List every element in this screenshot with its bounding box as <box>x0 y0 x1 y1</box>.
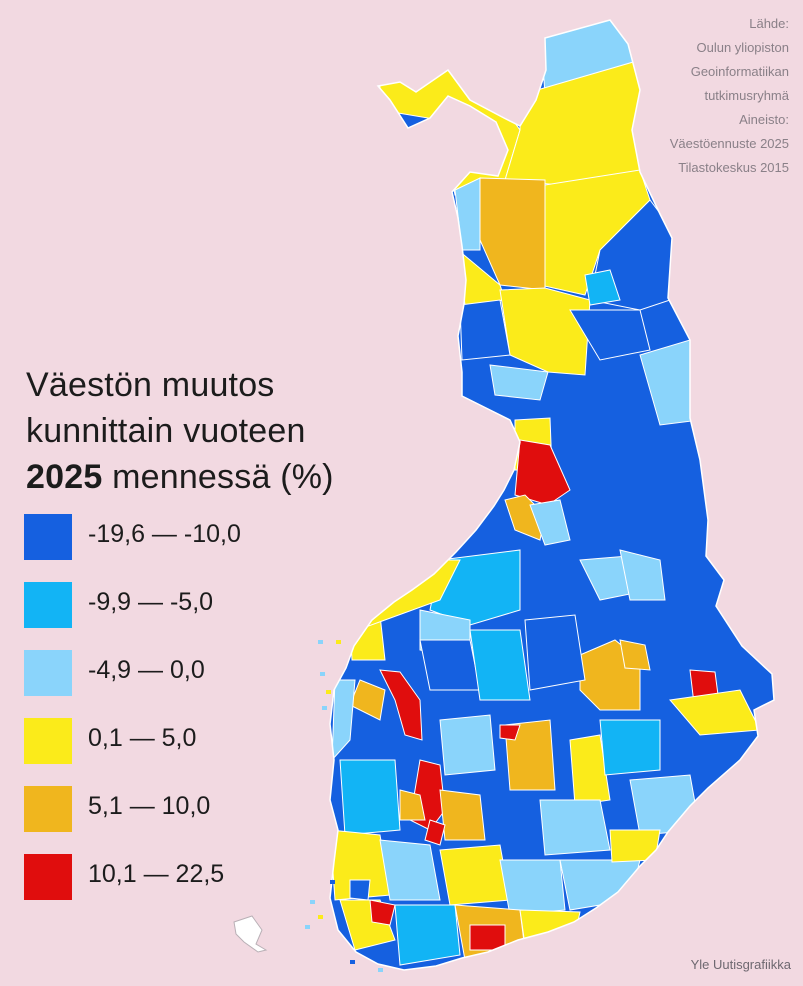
municipality <box>489 364 549 401</box>
municipality <box>499 724 521 741</box>
municipality <box>439 844 511 906</box>
municipality <box>529 499 571 546</box>
municipality <box>569 309 651 361</box>
municipality <box>379 839 441 901</box>
aland-island <box>233 915 268 953</box>
municipality <box>519 909 581 946</box>
municipality <box>349 879 371 901</box>
source-line: Väestöennuste 2025 <box>669 136 789 151</box>
legend-label: -4,9 — 0,0 <box>88 656 205 684</box>
source-notes: Lähde: Oulun yliopiston Geoinformatiikan… <box>670 12 789 180</box>
municipality <box>599 719 661 776</box>
legend-swatch <box>24 718 72 764</box>
archipelago-islands <box>233 640 383 972</box>
municipality <box>514 439 571 506</box>
municipality <box>339 759 401 836</box>
legend-label: -19,6 — -10,0 <box>88 520 241 548</box>
municipality <box>419 639 481 691</box>
source-line: Geoinformatiikan <box>690 64 789 79</box>
municipality <box>439 789 486 841</box>
municipality <box>559 859 641 911</box>
municipality <box>629 774 701 836</box>
island <box>350 960 355 964</box>
source-line: tutkimusryhmä <box>704 88 789 103</box>
title-line-1: Väestön muutos <box>26 366 275 404</box>
title-line-2: kunnittain vuoteen <box>26 412 306 450</box>
municipality <box>439 714 496 776</box>
title-line-3: 2025 mennessä (%) <box>26 454 334 500</box>
legend-swatch <box>24 650 72 696</box>
municipality <box>399 789 426 821</box>
municipality <box>454 177 481 251</box>
island <box>336 640 341 644</box>
municipality <box>469 629 531 701</box>
municipality <box>584 269 621 306</box>
municipality <box>504 719 556 791</box>
municipality <box>569 734 611 806</box>
source-line: Oulun yliopiston <box>696 40 790 55</box>
legend-label: 0,1 — 5,0 <box>88 724 197 752</box>
island <box>305 925 310 929</box>
municipality <box>539 799 611 856</box>
source-line: Aineisto: <box>739 112 789 127</box>
island <box>330 880 335 884</box>
island <box>378 968 383 972</box>
municipality <box>524 614 586 691</box>
municipality <box>394 904 461 966</box>
map-title: Väestön muutos kunnittain vuoteen 2025 m… <box>26 362 334 500</box>
legend-swatch <box>24 582 72 628</box>
municipality <box>609 829 661 863</box>
municipality <box>379 669 423 741</box>
municipality <box>331 679 356 762</box>
municipality <box>369 899 396 926</box>
title-rest: mennessä (%) <box>102 458 334 496</box>
source-line: Lähde: <box>749 16 789 31</box>
legend-label: -9,9 — -5,0 <box>88 588 214 616</box>
legend-label: 5,1 — 10,0 <box>88 792 211 820</box>
municipality <box>499 859 566 916</box>
island <box>326 690 331 694</box>
municipality <box>619 639 651 671</box>
municipality <box>619 549 666 601</box>
legend-swatch <box>24 854 72 900</box>
island <box>318 915 323 919</box>
credit-text: Yle Uutisgrafiikka <box>690 957 791 972</box>
island <box>322 706 327 710</box>
municipality <box>459 299 511 361</box>
source-line: Tilastokeskus 2015 <box>678 160 789 175</box>
legend-swatch <box>24 786 72 832</box>
legend-label: 10,1 — 22,5 <box>88 860 225 888</box>
municipality <box>424 819 446 846</box>
legend-swatch <box>24 514 72 560</box>
municipality <box>469 924 506 951</box>
island <box>318 640 323 644</box>
island <box>310 900 315 904</box>
island <box>320 672 325 676</box>
title-year: 2025 <box>26 458 103 496</box>
